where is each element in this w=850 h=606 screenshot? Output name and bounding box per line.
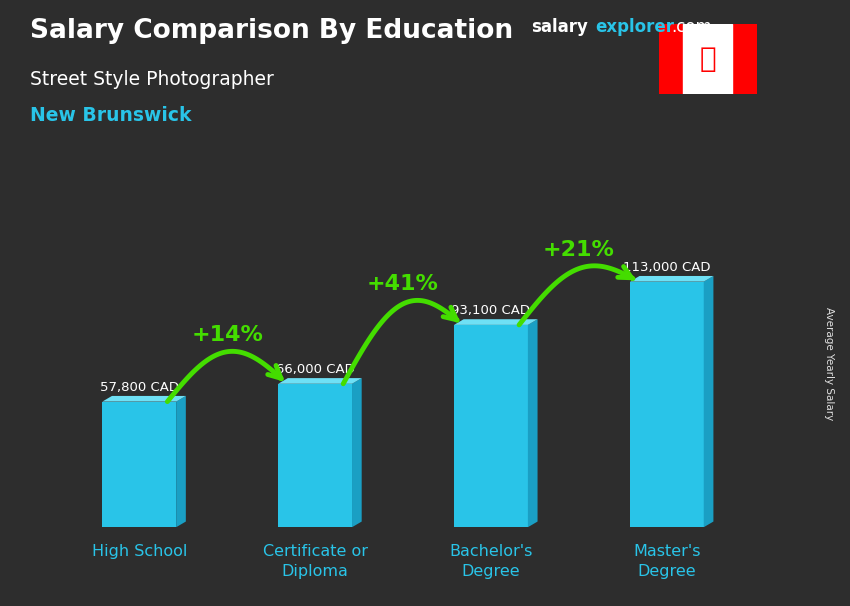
- Text: +14%: +14%: [191, 325, 264, 345]
- Text: 57,800 CAD: 57,800 CAD: [99, 381, 178, 394]
- Polygon shape: [704, 276, 713, 527]
- Text: Street Style Photographer: Street Style Photographer: [30, 70, 274, 88]
- Text: 113,000 CAD: 113,000 CAD: [623, 261, 711, 274]
- Text: Salary Comparison By Education: Salary Comparison By Education: [30, 18, 513, 44]
- Bar: [732, 24, 756, 94]
- Text: 🍁: 🍁: [700, 45, 716, 73]
- Bar: [454, 325, 528, 527]
- Polygon shape: [630, 276, 713, 282]
- Text: New Brunswick: New Brunswick: [30, 106, 191, 125]
- Polygon shape: [102, 396, 186, 402]
- Polygon shape: [352, 378, 362, 527]
- Bar: [659, 24, 683, 94]
- Bar: [278, 384, 352, 527]
- Text: .com: .com: [672, 18, 712, 36]
- Bar: [630, 282, 704, 527]
- Polygon shape: [454, 319, 537, 325]
- Text: Average Yearly Salary: Average Yearly Salary: [824, 307, 834, 420]
- Text: +21%: +21%: [543, 239, 615, 259]
- Bar: [683, 24, 732, 94]
- Polygon shape: [176, 396, 186, 527]
- Text: 93,100 CAD: 93,100 CAD: [451, 304, 530, 317]
- Text: 66,000 CAD: 66,000 CAD: [275, 363, 354, 376]
- Bar: [102, 402, 176, 527]
- Text: +41%: +41%: [367, 274, 439, 294]
- Text: salary: salary: [531, 18, 588, 36]
- Polygon shape: [528, 319, 537, 527]
- Polygon shape: [278, 378, 362, 384]
- Text: explorer: explorer: [595, 18, 674, 36]
